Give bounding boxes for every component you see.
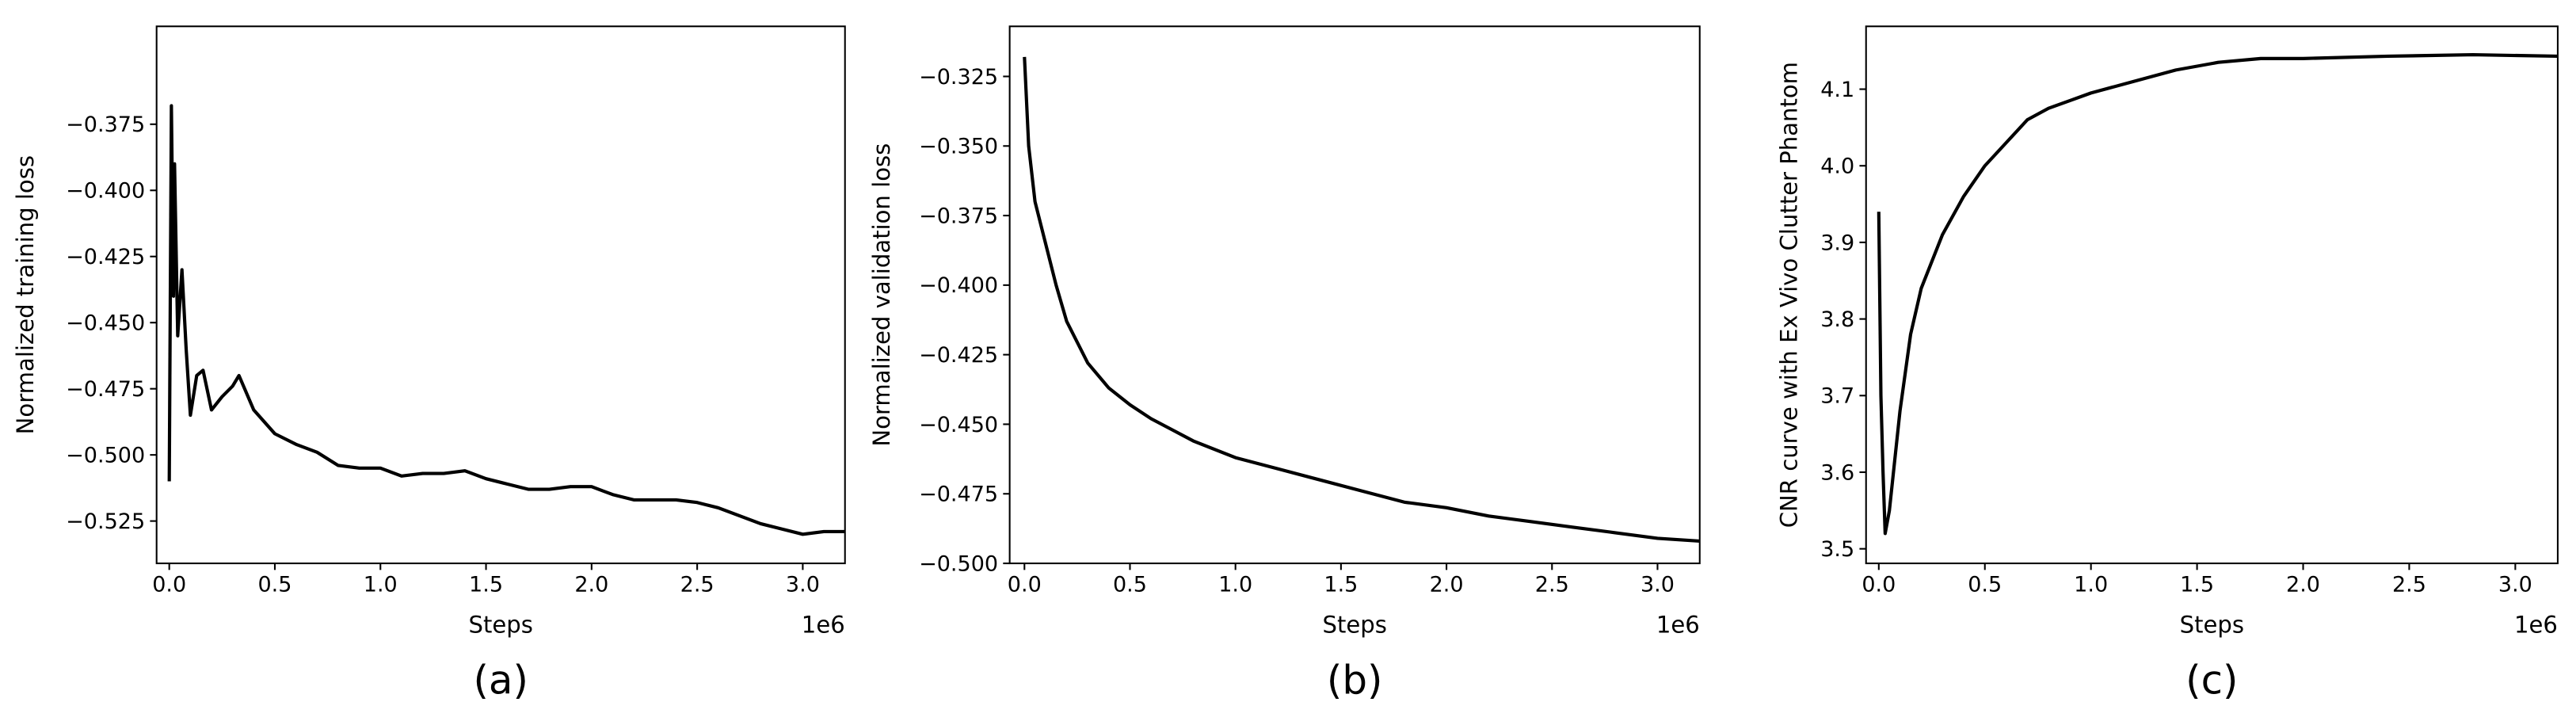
plot-area [1877, 52, 2558, 536]
line [1877, 52, 2558, 536]
y-tick-label: −0.500 [919, 551, 998, 576]
x-tick-label: 3.0 [2498, 572, 2532, 597]
y-tick-label: −0.375 [66, 113, 145, 137]
y-tick-label: −0.475 [66, 377, 145, 402]
panel: 0.0 0.5 1.0 1.5 2.0 2.5 3.0 −0.500 −0.475 −0.450 −… [868, 25, 1701, 703]
y-tick-label: −0.325 [919, 65, 998, 90]
x-tick-label: 2.0 [2286, 572, 2320, 597]
x-tick-label: 0.0 [1862, 572, 1896, 597]
x-tick-label: 3.0 [1640, 572, 1675, 597]
y-tick-label: −0.425 [919, 343, 998, 368]
y-tick-label: 3.5 [1820, 537, 1854, 562]
y-tick-label: −0.425 [66, 245, 145, 269]
x-tick-label: 1.0 [1218, 572, 1252, 597]
x-offset-label: 1e6 [2514, 611, 2558, 638]
caption: (c) [2185, 657, 2238, 703]
y-tick-label: −0.525 [66, 509, 145, 534]
x-tick-label: 0.0 [152, 572, 186, 597]
x-tick-label: 2.5 [1535, 572, 1569, 597]
y-tick-label: 4.1 [1820, 78, 1854, 102]
y-tick-label: −0.450 [919, 413, 998, 437]
x-tick-label: 1.5 [1324, 572, 1358, 597]
y-tick-label: −0.375 [919, 204, 998, 228]
axes-frame [1008, 25, 1701, 565]
x-tick-label: 2.5 [2392, 572, 2426, 597]
line [167, 104, 845, 536]
axes-frame [1865, 25, 2559, 565]
x-tick-label: 1.0 [2074, 572, 2108, 597]
x-offset-label: 1e6 [802, 611, 845, 638]
y-tick-label: 3.6 [1820, 460, 1854, 485]
y-tick-label: −0.400 [919, 273, 998, 298]
panel: 0.0 0.5 1.0 1.5 2.0 2.5 3.0 −0.525 −0.500 −0.475 −… [12, 25, 846, 703]
y-axis-label: CNR curve with Ex Vivo Clutter Phantom [1775, 62, 1802, 528]
y-tick-label: −0.450 [66, 311, 145, 336]
plot-area [167, 104, 845, 536]
x-axis-label: Steps [2180, 611, 2244, 638]
x-tick-label: 1.0 [364, 572, 398, 597]
x-tick-label: 1.5 [2180, 572, 2214, 597]
x-tick-label: 2.0 [1430, 572, 1464, 597]
y-axis-label: Normalized training loss [12, 155, 39, 434]
x-offset-label: 1e6 [1656, 611, 1700, 638]
y-tick-label: −0.500 [66, 444, 145, 468]
x-tick-label: 0.5 [257, 572, 292, 597]
axes-frame [155, 25, 846, 565]
y-tick-label: −0.350 [919, 135, 998, 159]
caption: (a) [473, 657, 528, 703]
x-axis-label: Steps [469, 611, 533, 638]
panel: 0.0 0.5 1.0 1.5 2.0 2.5 3.0 3.5 3.6 3.7 3.8 3.9 4.0 4… [1775, 25, 2559, 703]
y-tick-label: 3.9 [1820, 231, 1854, 255]
x-tick-label: 0.5 [1968, 572, 2002, 597]
x-tick-label: 3.0 [786, 572, 820, 597]
x-axis-label: Steps [1322, 611, 1386, 638]
y-tick-label: 4.0 [1820, 154, 1854, 179]
x-tick-label: 2.0 [574, 572, 608, 597]
x-tick-label: 0.0 [1008, 572, 1042, 597]
y-axis-label: Normalized validation loss [868, 143, 895, 447]
y-tick-label: 3.8 [1820, 307, 1854, 332]
y-tick-label: −0.400 [66, 179, 145, 204]
plot-area [1023, 56, 1700, 544]
x-tick-label: 0.5 [1113, 572, 1147, 597]
caption: (b) [1327, 657, 1383, 703]
x-tick-label: 2.5 [680, 572, 714, 597]
line [1023, 56, 1700, 544]
x-tick-label: 1.5 [469, 572, 503, 597]
y-tick-label: 3.7 [1820, 384, 1854, 409]
y-tick-label: −0.475 [919, 483, 998, 507]
